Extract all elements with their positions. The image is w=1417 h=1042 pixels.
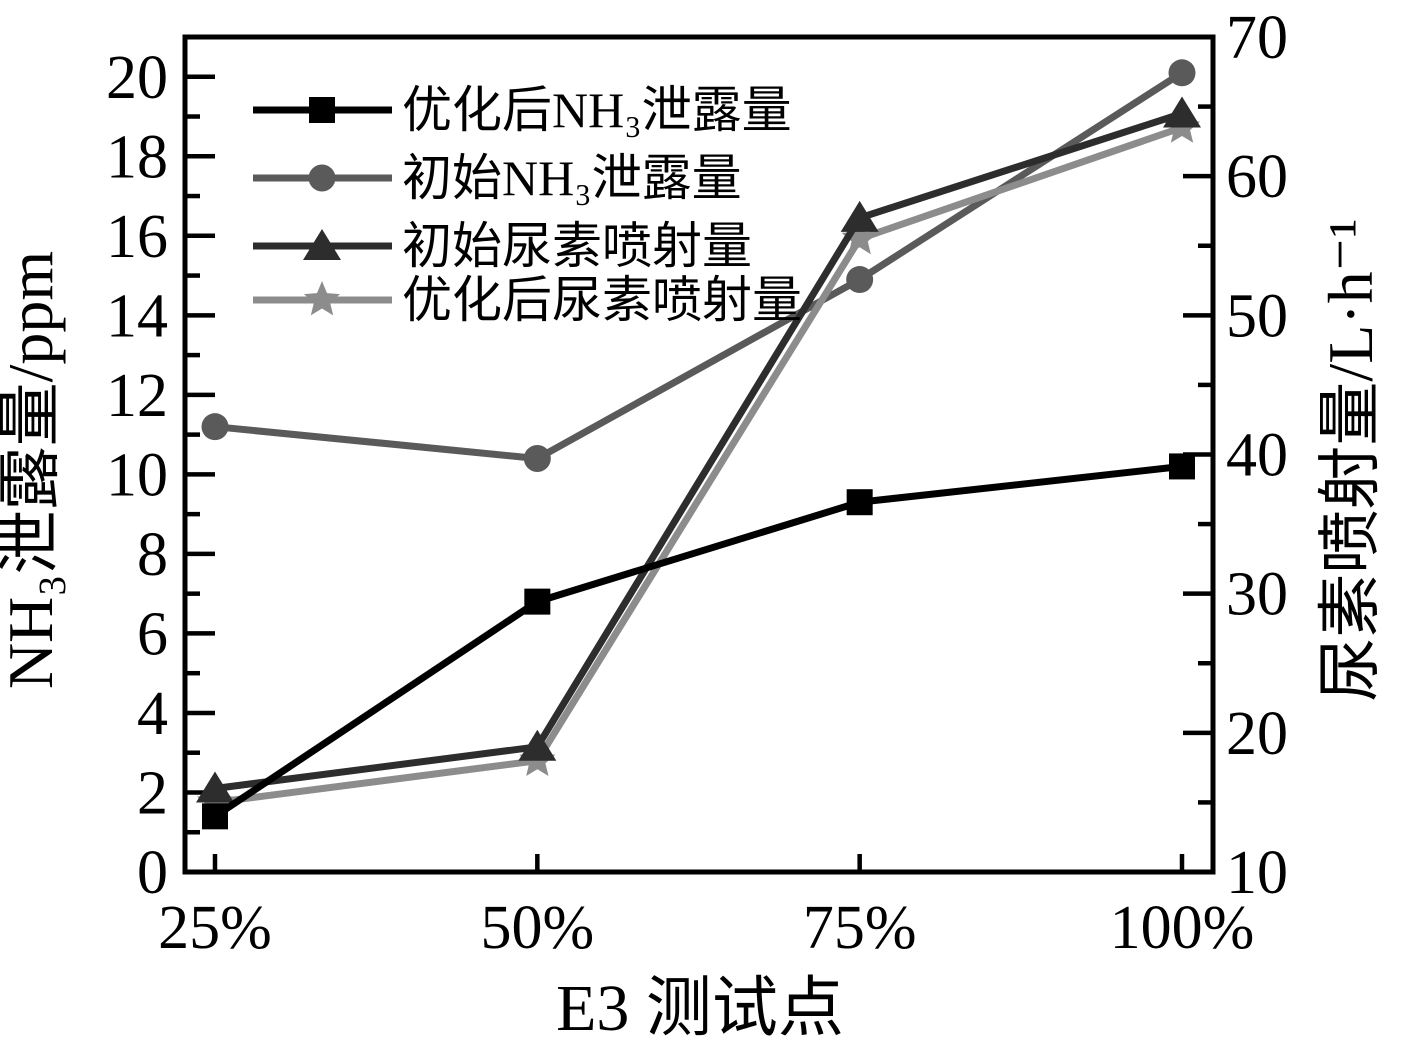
y-tick-label-left: 2 bbox=[137, 759, 168, 827]
legend-circle-marker-icon bbox=[308, 164, 336, 192]
y-tick-label-right: 10 bbox=[1226, 839, 1288, 907]
series-initial-nh3-leakage-line bbox=[214, 69, 1184, 463]
series-optimized-nh3-leakage-marker bbox=[1169, 453, 1195, 480]
y-tick-label-left: 14 bbox=[106, 282, 168, 350]
x-tick-label: 25% bbox=[158, 894, 272, 962]
x-axis-title: E3 测试点 bbox=[556, 972, 844, 1042]
series-initial-urea-injection-marker bbox=[518, 729, 557, 761]
series-optimized-nh3-leakage-line bbox=[213, 462, 1183, 820]
series-initial-nh3-leakage-marker bbox=[523, 444, 551, 472]
series-initial-urea-injection bbox=[196, 96, 1201, 803]
y-tick-label-right: 60 bbox=[1226, 143, 1288, 211]
series-optimized-urea-injection-marker bbox=[841, 219, 878, 255]
legend-label: 优化后NH₃泄露量 bbox=[402, 82, 792, 138]
y-tick-label-right: 20 bbox=[1226, 700, 1288, 768]
y-tick-label-left: 20 bbox=[106, 44, 168, 112]
legend-label: 初始NH₃泄露量 bbox=[402, 150, 742, 206]
y-tick-label-right: 30 bbox=[1226, 561, 1288, 629]
series-optimized-nh3-leakage-marker bbox=[202, 803, 228, 830]
series-initial-urea-injection-line bbox=[214, 110, 1184, 792]
legend-label: 初始尿素喷射量 bbox=[402, 218, 752, 274]
x-tick-label: 50% bbox=[481, 894, 595, 962]
y-tick-label-left: 4 bbox=[137, 680, 168, 748]
series-optimized-urea-injection-line bbox=[214, 124, 1184, 806]
y-tick-label-right: 40 bbox=[1226, 422, 1288, 490]
series-optimized-nh3-leakage-marker bbox=[524, 588, 551, 615]
y-tick-label-right: 70 bbox=[1226, 4, 1288, 72]
series-optimized-urea-injection bbox=[196, 108, 1201, 818]
series-initial-nh3-leakage-marker bbox=[201, 413, 229, 441]
y-tick-label-left: 18 bbox=[106, 123, 168, 191]
series-initial-nh3-leakage bbox=[201, 59, 1196, 472]
y-tick-label-left: 10 bbox=[106, 441, 168, 509]
y-tick-label-left: 0 bbox=[137, 839, 168, 907]
legend-item-initial-urea-injection: 初始尿素喷射量 bbox=[253, 218, 752, 274]
y-axis-title-left: NH₃泄露量/ppm bbox=[0, 251, 66, 689]
series-initial-urea-injection-marker bbox=[196, 771, 234, 803]
y-tick-label-left: 12 bbox=[106, 362, 168, 430]
legend-item-optimized-urea-injection: 优化后尿素喷射量 bbox=[253, 272, 802, 328]
y-axis-right: 10 20 30 40 50 60 70 bbox=[1183, 4, 1288, 907]
legend-label: 优化后尿素喷射量 bbox=[402, 272, 802, 328]
y-tick-label-left: 8 bbox=[137, 521, 168, 589]
series-optimized-nh3-leakage bbox=[202, 453, 1195, 830]
legend-square-marker-icon bbox=[309, 97, 335, 123]
y-tick-label-left: 6 bbox=[137, 600, 168, 668]
y-axis-title-right: 尿素喷射量/L·h⁻¹ bbox=[1315, 218, 1386, 701]
y-axis-left: 0 2 4 6 8 10 12 14 16 18 20 bbox=[106, 44, 215, 907]
series-initial-nh3-leakage-marker bbox=[846, 266, 874, 294]
series-initial-nh3-leakage-marker bbox=[1168, 59, 1196, 87]
legend-triangle-marker-icon bbox=[303, 229, 341, 260]
y-tick-label-left: 16 bbox=[106, 203, 168, 271]
x-axis: 25% 50% 75% 100% bbox=[158, 854, 1254, 962]
x-tick-label: 100% bbox=[1110, 894, 1255, 962]
x-tick-label: 75% bbox=[803, 894, 917, 962]
series-initial-urea-injection-marker bbox=[840, 200, 879, 232]
legend-star-marker-icon bbox=[303, 281, 341, 316]
y-tick-label-right: 50 bbox=[1226, 282, 1288, 350]
series-optimized-nh3-leakage-marker bbox=[846, 489, 873, 516]
legend-item-optimized-nh3-leakage: 优化后NH₃泄露量 bbox=[253, 82, 792, 138]
legend-item-initial-nh3-leakage: 初始NH₃泄露量 bbox=[253, 150, 742, 206]
series-initial-urea-injection-marker bbox=[1163, 96, 1201, 128]
